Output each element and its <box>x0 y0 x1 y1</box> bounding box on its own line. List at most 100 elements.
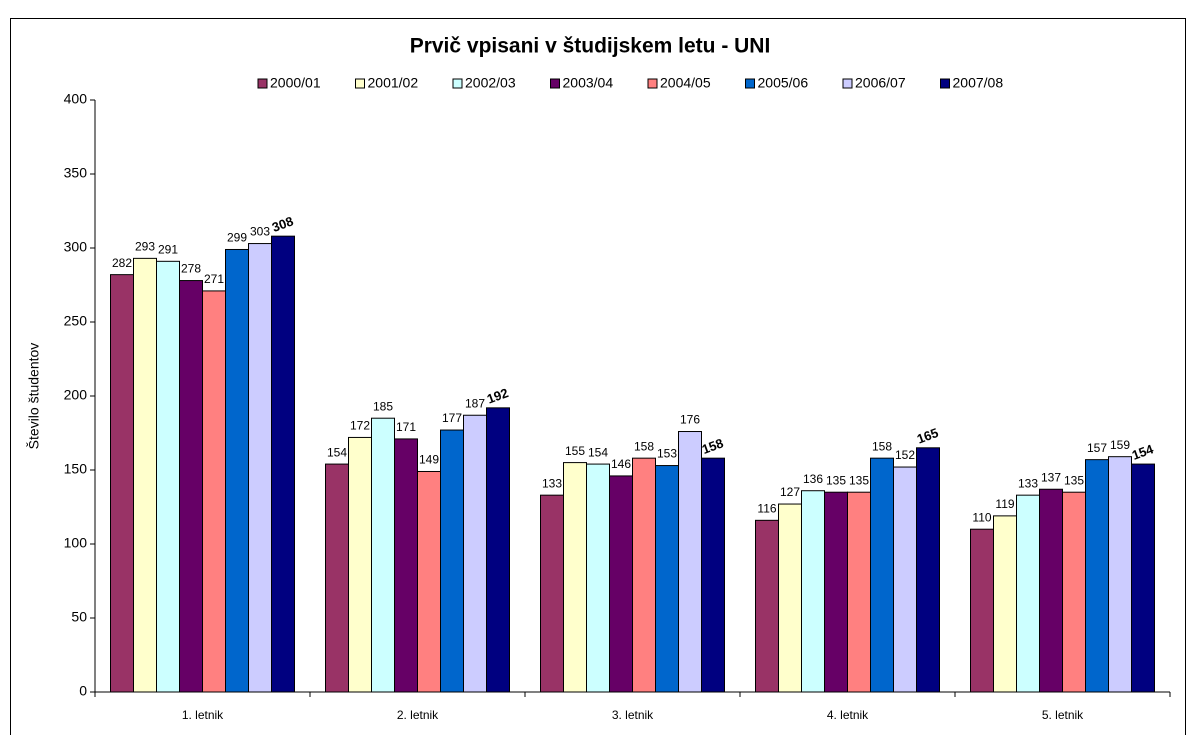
bar <box>609 475 633 693</box>
bar <box>133 257 157 693</box>
bar <box>417 470 441 693</box>
data-label: 135 <box>849 473 869 487</box>
data-label: 119 <box>995 497 1014 511</box>
data-label: 159 <box>1110 438 1130 452</box>
legend-label: 2002/03 <box>465 75 516 91</box>
data-label: 137 <box>1041 470 1061 484</box>
data-label: 158 <box>700 435 726 457</box>
data-label: 282 <box>112 256 132 270</box>
bar <box>325 463 349 693</box>
data-label: 133 <box>1018 476 1038 490</box>
bar <box>678 431 702 693</box>
bar <box>463 414 487 693</box>
data-label: 308 <box>270 213 296 235</box>
legend-swatch <box>452 78 463 89</box>
data-label: 303 <box>250 225 270 239</box>
data-label: 154 <box>588 445 608 459</box>
y-tick-label: 250 <box>64 313 88 329</box>
data-label: 155 <box>565 444 585 458</box>
bar <box>870 457 894 693</box>
y-tick-label: 350 <box>64 165 88 181</box>
y-tick-label: 50 <box>71 609 87 625</box>
bar <box>156 260 180 693</box>
bar <box>1062 491 1086 693</box>
bar <box>824 491 848 693</box>
legend-label: 2001/02 <box>368 75 419 91</box>
legend-label: 2005/06 <box>758 75 809 91</box>
data-label: 278 <box>181 262 201 276</box>
data-label: 153 <box>657 447 677 461</box>
legend-swatch <box>355 78 365 89</box>
y-tick-label: 400 <box>64 91 88 107</box>
data-label: 165 <box>915 425 941 447</box>
bar <box>225 248 249 693</box>
y-tick-label: 300 <box>64 239 88 255</box>
legend-label: 2007/08 <box>953 75 1004 91</box>
legend-swatch <box>647 78 658 89</box>
data-label: 136 <box>803 472 823 486</box>
data-label: 176 <box>680 413 700 427</box>
bar <box>248 243 272 693</box>
data-label: 152 <box>895 448 915 462</box>
legend-swatch <box>940 78 950 89</box>
data-label: 171 <box>396 420 416 434</box>
x-tick-label: 1. letnik <box>182 708 224 722</box>
bar <box>179 280 203 693</box>
bar <box>847 491 871 693</box>
x-tick-label: 4. letnik <box>827 708 869 722</box>
bar <box>916 447 940 693</box>
data-label: 299 <box>227 231 247 245</box>
data-label: 172 <box>350 419 370 433</box>
y-tick-label: 100 <box>64 535 88 551</box>
bar <box>1039 488 1063 693</box>
bar <box>970 528 994 693</box>
data-label: 192 <box>485 385 511 407</box>
bar <box>632 457 656 693</box>
bar <box>271 235 295 693</box>
data-label: 271 <box>204 272 224 286</box>
bar <box>486 407 510 693</box>
data-label: 158 <box>872 439 892 453</box>
legend-label: 2004/05 <box>660 75 711 91</box>
bar <box>993 515 1017 693</box>
bar <box>563 462 587 693</box>
bar <box>202 290 226 693</box>
data-label: 154 <box>1130 441 1156 463</box>
bar <box>394 438 418 693</box>
data-label: 135 <box>826 473 846 487</box>
legend-swatch <box>842 78 853 89</box>
legend-label: 2006/07 <box>855 75 906 91</box>
data-label: 149 <box>419 453 439 467</box>
x-tick-label: 3. letnik <box>612 708 654 722</box>
x-tick-label: 5. letnik <box>1042 708 1084 722</box>
y-tick-label: 0 <box>79 683 87 699</box>
bar <box>1085 459 1109 693</box>
data-label: 157 <box>1087 441 1107 455</box>
chart-title: Prvič vpisani v študijskem letu - UNI <box>410 35 771 58</box>
bar <box>1131 463 1155 693</box>
bar <box>701 457 725 693</box>
data-label: 291 <box>158 242 178 256</box>
legend-swatch <box>550 78 560 89</box>
x-tick-label: 2. letnik <box>397 708 439 722</box>
data-label: 185 <box>373 399 393 413</box>
data-label: 158 <box>634 439 654 453</box>
legend-swatch <box>257 78 268 89</box>
data-label: 110 <box>972 510 991 524</box>
data-label: 133 <box>542 476 562 490</box>
data-label: 116 <box>757 501 776 515</box>
bar <box>755 519 779 693</box>
data-label: 135 <box>1064 473 1084 487</box>
data-label: 293 <box>135 240 155 254</box>
data-label: 154 <box>327 445 347 459</box>
data-label: 146 <box>611 457 631 471</box>
y-axis-label: Število študentov <box>26 343 42 450</box>
data-label: 177 <box>442 411 462 425</box>
bar <box>655 465 679 693</box>
legend-label: 2000/01 <box>270 75 321 91</box>
legend-label: 2003/04 <box>563 75 614 91</box>
bar <box>440 429 464 693</box>
data-label: 187 <box>465 396 485 410</box>
